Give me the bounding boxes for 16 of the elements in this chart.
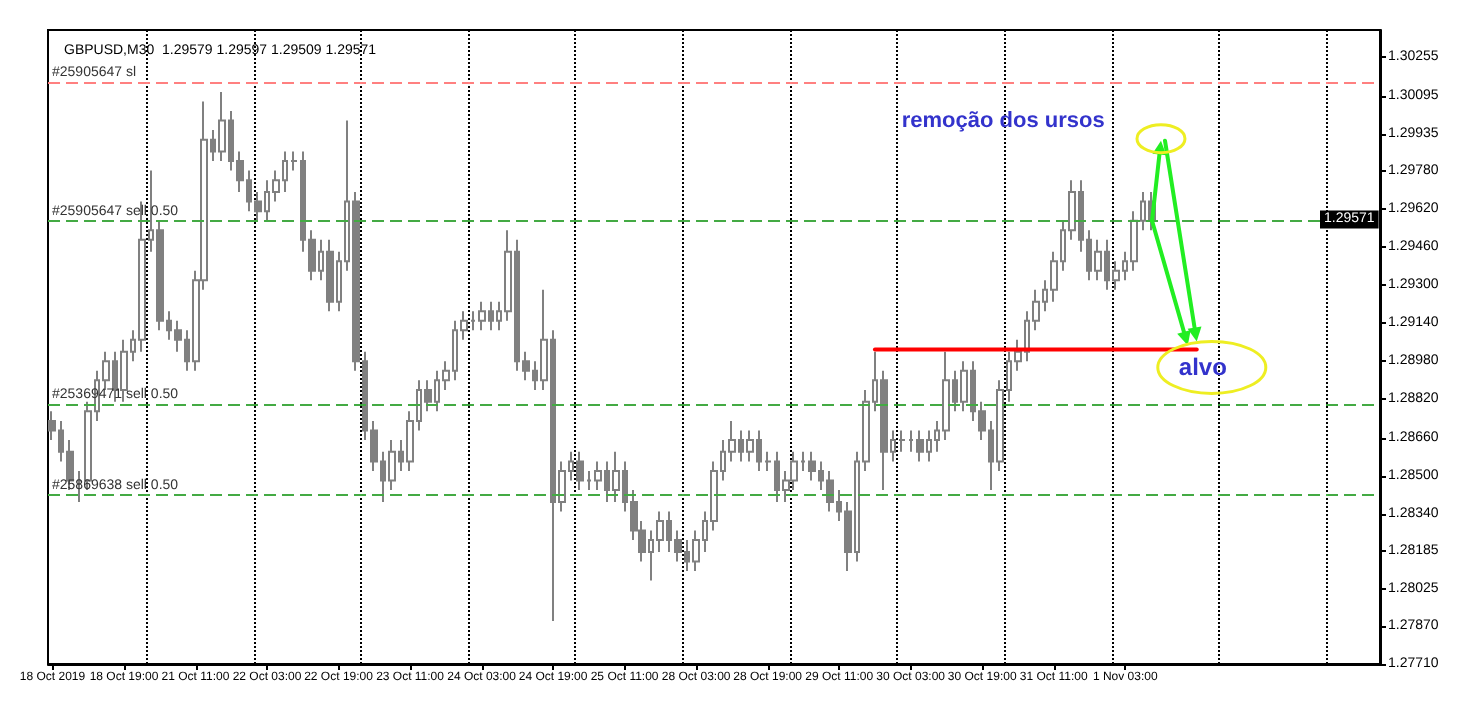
candlestick <box>898 429 906 453</box>
candlestick <box>1130 210 1138 272</box>
candlestick <box>826 469 834 513</box>
annotation: alvo <box>1178 353 1227 382</box>
candlestick <box>576 450 584 492</box>
candlestick <box>916 429 924 463</box>
candlestick <box>326 238 334 313</box>
annotation: remoção dos ursos <box>901 109 1105 133</box>
candlestick <box>478 300 486 332</box>
candlestick <box>612 450 620 503</box>
candlestick <box>1094 238 1102 282</box>
candlestick <box>960 360 968 413</box>
candlestick <box>218 90 226 163</box>
candlestick <box>746 429 754 463</box>
candlestick <box>120 338 128 403</box>
candlestick <box>808 450 816 482</box>
